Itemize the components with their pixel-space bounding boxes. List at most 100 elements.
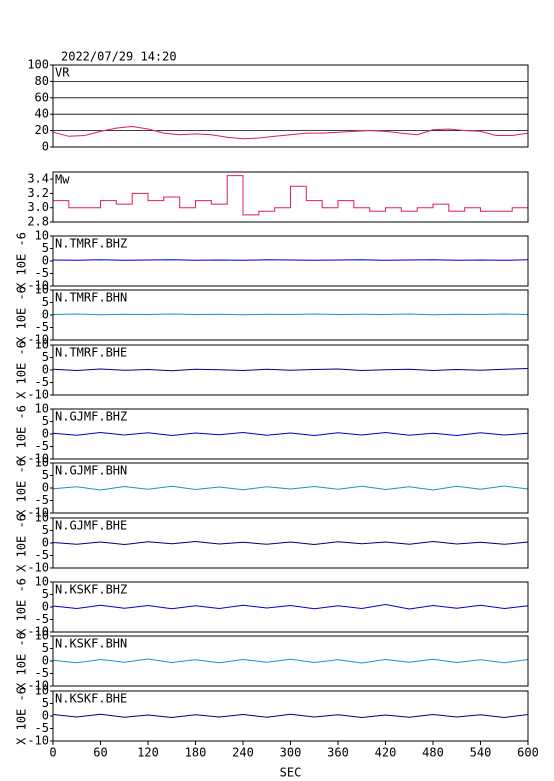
y-tick-label: 5 xyxy=(42,241,49,255)
y-tick-label: -10 xyxy=(27,279,49,293)
y-tick-label: -10 xyxy=(27,679,49,693)
data-line xyxy=(52,485,529,491)
y-tick-label: 0 xyxy=(42,254,49,268)
panel-label: N.GJMF.BHE xyxy=(55,519,127,533)
y-tick-label: 40 xyxy=(35,107,49,121)
y-tick-label: 10 xyxy=(35,511,49,525)
y-axis-label: X 10E -6 xyxy=(15,232,29,290)
y-axis-label: X 10E -6 xyxy=(15,514,29,572)
data-line xyxy=(52,125,529,140)
y-tick-label: 0 xyxy=(42,709,49,723)
y-tick-label: 5 xyxy=(42,696,49,710)
y-axis-label: X 10E -6 xyxy=(15,578,29,636)
panel-label: VR xyxy=(55,66,70,80)
y-tick-label: -10 xyxy=(27,561,49,575)
y-tick-label: 0 xyxy=(42,654,49,668)
panel-frame xyxy=(52,235,529,287)
y-tick-label: 20 xyxy=(35,123,49,137)
y-tick-label: -10 xyxy=(27,388,49,402)
y-tick-label: -5 xyxy=(35,439,49,453)
y-axis-label: X 10E -6 xyxy=(15,459,29,517)
x-tick-label: 240 xyxy=(232,746,254,760)
y-tick-label: 10 xyxy=(35,456,49,470)
x-tick-label: 180 xyxy=(185,746,207,760)
y-tick-label: 3.0 xyxy=(27,200,49,214)
panel-label: N.KSKF.BHE xyxy=(55,692,127,706)
y-tick-label: 0 xyxy=(42,427,49,441)
y-tick-label: 10 xyxy=(35,684,49,698)
x-tick-label: 120 xyxy=(137,746,159,760)
panel-label: Mw xyxy=(55,173,70,187)
panel-frame xyxy=(52,635,529,687)
y-tick-label: -5 xyxy=(35,548,49,562)
panel-label: N.TMRF.BHZ xyxy=(55,237,127,251)
panel-label: N.TMRF.BHE xyxy=(55,346,127,360)
y-tick-label: -5 xyxy=(35,612,49,626)
y-tick-label: 5 xyxy=(42,468,49,482)
y-tick-label: 5 xyxy=(42,295,49,309)
y-tick-label: 3.2 xyxy=(27,186,49,200)
data-line xyxy=(53,175,529,216)
data-line xyxy=(52,431,529,437)
panel-label: N.KSKF.BHZ xyxy=(55,583,127,597)
y-tick-label: 10 xyxy=(35,402,49,416)
x-tick-label: 600 xyxy=(517,746,539,760)
y-tick-label: 0 xyxy=(42,536,49,550)
x-tick-label: 300 xyxy=(280,746,302,760)
y-axis-label: X 10E -6 xyxy=(15,405,29,463)
y-tick-label: 10 xyxy=(35,575,49,589)
y-tick-label: -5 xyxy=(35,721,49,735)
y-tick-label: 80 xyxy=(35,74,49,88)
data-line xyxy=(52,313,529,316)
panel-label: N.GJMF.BHZ xyxy=(55,410,127,424)
panel-frame xyxy=(52,517,529,569)
y-tick-label: 5 xyxy=(42,414,49,428)
y-tick-label: -5 xyxy=(35,266,49,280)
x-axis-label: SEC xyxy=(280,766,302,780)
panel-label: N.TMRF.BHN xyxy=(55,291,127,305)
data-line xyxy=(52,540,529,546)
x-tick-label: 420 xyxy=(375,746,397,760)
y-tick-label: 0 xyxy=(42,600,49,614)
panel-label: N.GJMF.BHN xyxy=(55,464,127,478)
y-tick-label: -5 xyxy=(35,493,49,507)
panel-frame xyxy=(52,64,529,148)
y-tick-label: 60 xyxy=(35,90,49,104)
panel-label: N.KSKF.BHN xyxy=(55,637,127,651)
y-tick-label: 100 xyxy=(27,58,49,72)
y-tick-label: 10 xyxy=(35,338,49,352)
y-tick-label: -5 xyxy=(35,320,49,334)
x-tick-label: 540 xyxy=(470,746,492,760)
y-tick-label: -10 xyxy=(27,452,49,466)
y-tick-label: 10 xyxy=(35,283,49,297)
y-tick-label: -10 xyxy=(27,506,49,520)
y-tick-label: 0 xyxy=(42,140,49,154)
y-tick-label: 5 xyxy=(42,350,49,364)
y-tick-label: -5 xyxy=(35,375,49,389)
panel-frame xyxy=(52,289,529,341)
y-tick-label: -10 xyxy=(27,734,49,748)
y-tick-label: 5 xyxy=(42,641,49,655)
panel-frame xyxy=(52,462,529,514)
x-tick-label: 60 xyxy=(93,746,107,760)
y-tick-label: 5 xyxy=(42,587,49,601)
y-tick-label: -10 xyxy=(27,333,49,347)
y-axis-label: X 10E -6 xyxy=(15,341,29,399)
y-axis-label: X 10E -6 xyxy=(15,286,29,344)
panel-frame xyxy=(52,344,529,396)
y-tick-label: -5 xyxy=(35,666,49,680)
panel-frame xyxy=(52,171,529,223)
y-axis-label: X 10E -6 xyxy=(15,632,29,690)
x-tick-label: 480 xyxy=(422,746,444,760)
y-tick-label: 0 xyxy=(42,363,49,377)
y-axis-label: X 10E -6 xyxy=(15,687,29,745)
chart-title: 2022/07/29 14:20 xyxy=(61,50,177,64)
panel-frame xyxy=(52,408,529,460)
panel-frame xyxy=(52,581,529,633)
y-tick-label: 10 xyxy=(35,629,49,643)
data-line xyxy=(52,368,529,372)
data-line xyxy=(52,259,529,261)
data-line xyxy=(52,713,529,719)
